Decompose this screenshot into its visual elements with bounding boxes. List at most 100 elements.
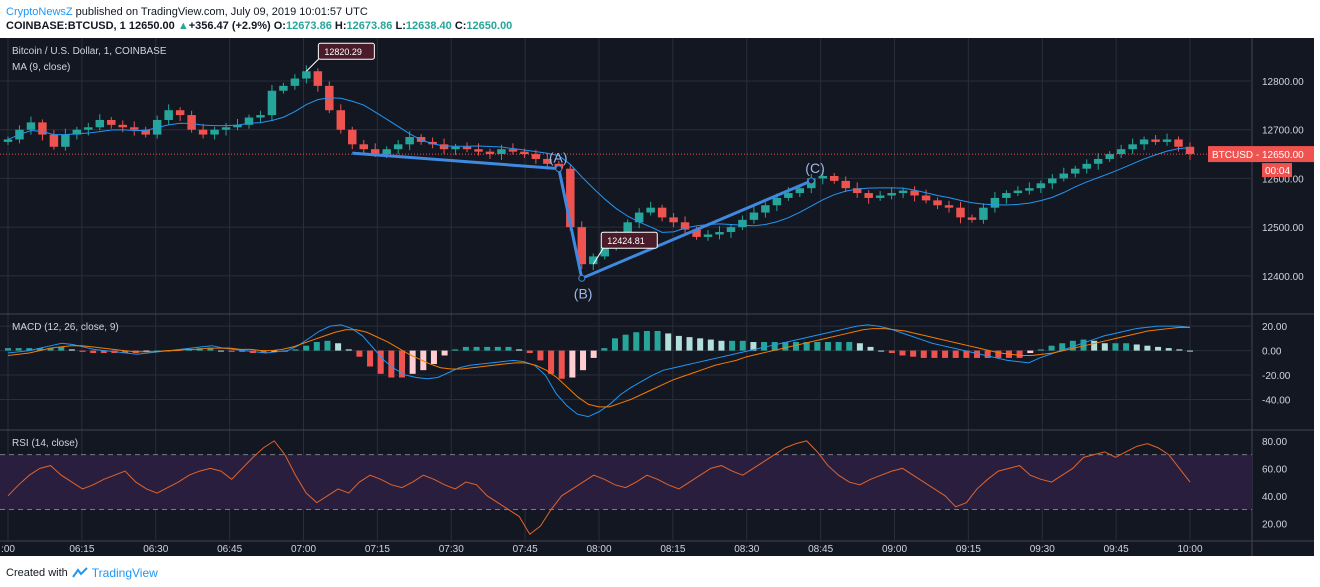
candle-body [210, 129, 219, 135]
candle-body [520, 151, 529, 155]
candle-body [164, 110, 173, 120]
macd-histogram-bar [335, 343, 342, 351]
candle-body [990, 197, 1000, 208]
publisher-link[interactable]: CryptoNewsZ [6, 6, 73, 18]
macd-histogram-bar [548, 350, 555, 374]
candle-body [313, 71, 323, 86]
macd-histogram-bar [771, 342, 778, 351]
time-tick-label: 07:00 [291, 544, 316, 555]
candle-body [1071, 168, 1080, 174]
time-tick-label: 09:15 [956, 544, 981, 555]
macd-histogram-bar [303, 345, 310, 351]
macd-histogram-bar [526, 350, 533, 354]
macd-histogram-bar [1016, 350, 1023, 358]
macd-histogram-bar [718, 340, 725, 351]
macd-histogram-bar [920, 350, 927, 358]
time-tick-label: 07:45 [513, 544, 538, 555]
price-tick-label: 12800.00 [1262, 77, 1304, 88]
macd-histogram-bar [1027, 350, 1034, 354]
price-tag-symbol: BTCUSD - 12650.00 [1212, 150, 1304, 161]
footer: Created with TradingView [6, 566, 158, 580]
macd-histogram-bar [1133, 344, 1140, 351]
candle-body [1013, 190, 1023, 194]
candle-body [1116, 149, 1126, 155]
candle-body [187, 115, 196, 130]
candle-body [921, 195, 931, 201]
macd-histogram-bar [846, 342, 853, 351]
candle-body [577, 227, 587, 265]
macd-histogram-bar [1123, 343, 1130, 351]
candle-body [1162, 139, 1172, 142]
macd-histogram-bar [1069, 340, 1076, 351]
candle-body [784, 193, 793, 198]
macd-histogram-bar [186, 349, 193, 351]
macd-histogram-bar [292, 349, 299, 351]
macd-histogram-bar [68, 349, 75, 351]
candle-body [336, 110, 346, 130]
macd-histogram-bar [558, 350, 565, 379]
candle-body [1105, 154, 1114, 159]
macd-histogram-bar [867, 346, 874, 351]
macd-histogram-bar [409, 350, 416, 374]
macd-histogram-bar [654, 331, 661, 351]
macd-histogram-bar [1165, 348, 1172, 351]
macd-histogram-bar [537, 350, 544, 361]
high-value: 12673.86 [346, 20, 393, 32]
candle-body [761, 205, 770, 213]
candle-body [1082, 163, 1091, 169]
ma-line [7, 97, 1191, 233]
candle-body [956, 207, 965, 218]
candle-body [738, 219, 747, 228]
candle-body [1025, 188, 1034, 191]
candle-body [233, 124, 242, 128]
macd-histogram-bar [931, 350, 938, 358]
macd-histogram-bar [1048, 345, 1055, 351]
change-value: +356.47 (+2.9%) [188, 20, 271, 32]
candle-body [49, 134, 59, 147]
high-callout-pointer [306, 56, 321, 72]
macd-histogram-bar [622, 334, 629, 351]
macd-histogram-bar [814, 342, 821, 351]
candle-body [910, 190, 919, 196]
candle-body [979, 207, 988, 220]
macd-histogram-bar [1101, 343, 1108, 351]
macd-histogram-bar [313, 342, 320, 351]
macd-histogram-bar [803, 342, 810, 351]
trading-chart[interactable]: :00 06:15 06:30 06:45 07:00 07:15 07:30 07:45 08… [0, 38, 1314, 556]
candle-body [290, 78, 300, 86]
macd-histogram-bar [143, 350, 150, 352]
low-callout-box [600, 231, 658, 249]
pattern-point [578, 274, 586, 282]
candle-body [393, 144, 403, 150]
candle-body [244, 117, 254, 125]
candle-body [348, 129, 357, 145]
publish-text: published on TradingView.com, July 09, 2… [72, 6, 368, 18]
candle-body [141, 129, 150, 135]
macd-histogram-bar [345, 349, 352, 351]
macd-tick-label: 20.00 [1262, 322, 1287, 333]
macd-histogram-bar [452, 349, 459, 351]
tradingview-brand[interactable]: TradingView [91, 566, 158, 580]
candle-body [864, 193, 873, 198]
macd-histogram-bar [441, 350, 448, 356]
countdown-label: 00:04 [1265, 166, 1290, 177]
candle-body [61, 134, 70, 147]
macd-histogram-bar [462, 346, 469, 351]
macd-histogram-bar [824, 342, 831, 351]
macd-histogram-bar [782, 342, 789, 351]
candle-body [107, 119, 116, 125]
macd-histogram-bar [888, 350, 895, 354]
macd-histogram-bar [5, 348, 11, 351]
macd-histogram-bar [271, 350, 278, 352]
candle-body [692, 229, 701, 237]
candle-body [749, 212, 759, 220]
candle-body [967, 217, 977, 220]
candle-body [589, 256, 598, 265]
macd-line [7, 324, 1191, 418]
macd-histogram-bar [26, 348, 33, 351]
time-tick-label: 08:30 [734, 544, 759, 555]
rsi-tick-label: 80.00 [1262, 437, 1287, 448]
candle-body [818, 176, 828, 179]
macd-histogram-bar [910, 350, 917, 357]
candle-body [508, 149, 518, 152]
